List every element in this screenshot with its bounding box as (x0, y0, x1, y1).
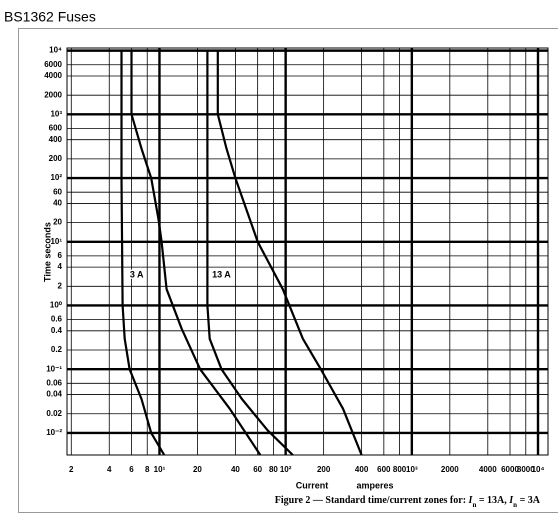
caption-text: = 3A (517, 495, 541, 506)
x-tick-label: 40 (231, 465, 240, 474)
x-tick-label: 80 (269, 465, 278, 474)
y-tick-label: 2 (58, 281, 63, 290)
y-tick-label: 10⁴ (49, 46, 62, 55)
caption-text: = 13A, (476, 495, 509, 506)
x-tick-label: 6 (129, 465, 134, 474)
y-axis-label: Time seconds (42, 222, 52, 282)
y-tick-label: 2000 (44, 90, 62, 99)
x-tick-label: 8000 (517, 465, 535, 474)
caption-text: Figure 2 — Standard time/current zones f… (275, 495, 469, 506)
y-tick-label: 0.06 (46, 378, 62, 387)
x-tick-label: 200 (317, 465, 331, 474)
caption-text: I (468, 495, 474, 506)
caption-text: n (472, 501, 476, 509)
annotation: 13 A (212, 269, 231, 279)
y-tick-label: 4000 (44, 71, 62, 80)
y-tick-label: 10³ (50, 109, 62, 118)
caption-text: I (508, 495, 514, 506)
zone-curve (120, 50, 166, 456)
zone-curve (130, 50, 262, 456)
zone-curve (206, 50, 294, 456)
x-axis-label: Current (296, 480, 329, 490)
annotation: 3 A (130, 269, 144, 279)
y-tick-label: 10⁰ (50, 301, 63, 310)
y-tick-label: 0.6 (51, 315, 63, 324)
x-tick-label: 600 (377, 465, 391, 474)
y-tick-label: 0.2 (51, 345, 63, 354)
y-tick-label: 10² (50, 173, 62, 182)
zone-curve (216, 50, 363, 456)
y-tick-label: 10¹ (50, 237, 62, 246)
y-tick-label: 10⁻² (46, 428, 62, 437)
y-tick-label: 4 (58, 262, 63, 271)
x-tick-label: 2000 (441, 465, 459, 474)
x-tick-label: 20 (193, 465, 202, 474)
x-tick-label: 10² (280, 465, 292, 474)
x-tick-label: 6000 (501, 465, 519, 474)
x-tick-label: 2 (69, 465, 74, 474)
y-tick-label: 0.02 (46, 409, 62, 418)
plot-area (66, 47, 549, 456)
x-tick-label: 4000 (479, 465, 497, 474)
x-tick-label: 4 (107, 465, 112, 474)
frame (18, 28, 558, 513)
x-tick-label: 10³ (406, 465, 418, 474)
x-axis-unit: amperes (356, 480, 393, 490)
y-tick-label: 40 (53, 199, 62, 208)
x-tick-label: 8 (145, 465, 150, 474)
y-tick-label: 0.4 (51, 326, 63, 335)
chart-title: BS1362 Fuses (4, 9, 96, 25)
y-tick-label: 6 (58, 251, 63, 260)
y-tick-label: 400 (49, 135, 63, 144)
y-tick-label: 10⁻¹ (46, 364, 62, 373)
x-tick-label: 60 (253, 465, 262, 474)
y-tick-label: 200 (49, 154, 63, 163)
caption-text: n (513, 501, 517, 509)
x-tick-label: 800 (393, 465, 407, 474)
y-tick-label: 60 (53, 187, 62, 196)
x-tick-label: 10⁴ (532, 465, 545, 474)
caption: Figure 2 — Standard time/current zones f… (275, 495, 541, 508)
x-tick-label: 10¹ (154, 465, 166, 474)
y-tick-label: 20 (53, 218, 62, 227)
x-tick-label: 400 (355, 465, 369, 474)
y-tick-label: 600 (49, 124, 63, 133)
y-tick-label: 6000 (44, 60, 62, 69)
y-tick-label: 0.04 (46, 390, 62, 399)
